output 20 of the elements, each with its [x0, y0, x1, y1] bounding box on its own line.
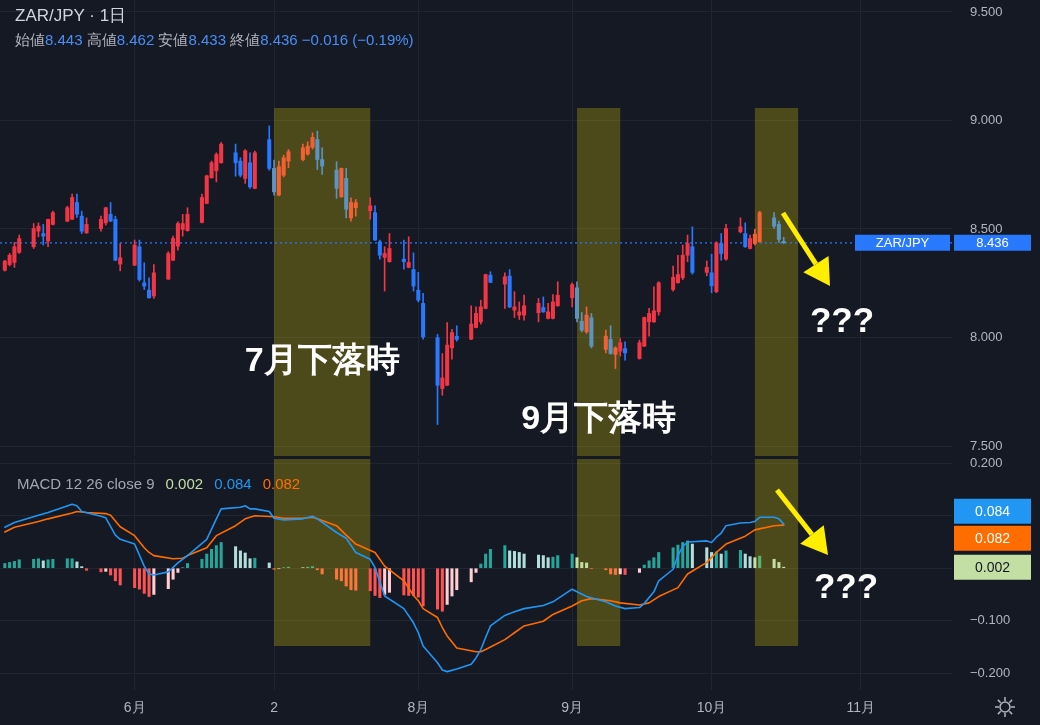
annotation: ???: [809, 299, 875, 339]
y-tick-label: 7.500: [970, 437, 1003, 453]
y-tick-label: 9.500: [970, 3, 1003, 19]
bar: [3, 563, 7, 569]
bar: [12, 561, 16, 569]
y-tick-label: 9.000: [970, 112, 1003, 128]
candlestick: [406, 236, 411, 269]
y-tick-label: 8.500: [970, 220, 1003, 236]
candlestick: [368, 197, 373, 220]
text: 始値8.443 高値8.462 安値8.433 終値8.436 −0.016 (−0.19%): [15, 31, 414, 48]
candlestick: [142, 262, 147, 290]
y-tick-label: 8.000: [970, 329, 1003, 345]
candlestick: [454, 325, 459, 342]
chart-title: ZAR/JPY · 1日: [15, 6, 127, 27]
candlestick: [502, 272, 507, 309]
bar: [8, 562, 12, 569]
annotation: ZAR/JPY: [875, 235, 930, 251]
band-label: 9月下落時: [521, 398, 677, 437]
ref-line-label: 8.436: [976, 235, 1009, 251]
band-label: 7月下落時: [244, 340, 400, 379]
